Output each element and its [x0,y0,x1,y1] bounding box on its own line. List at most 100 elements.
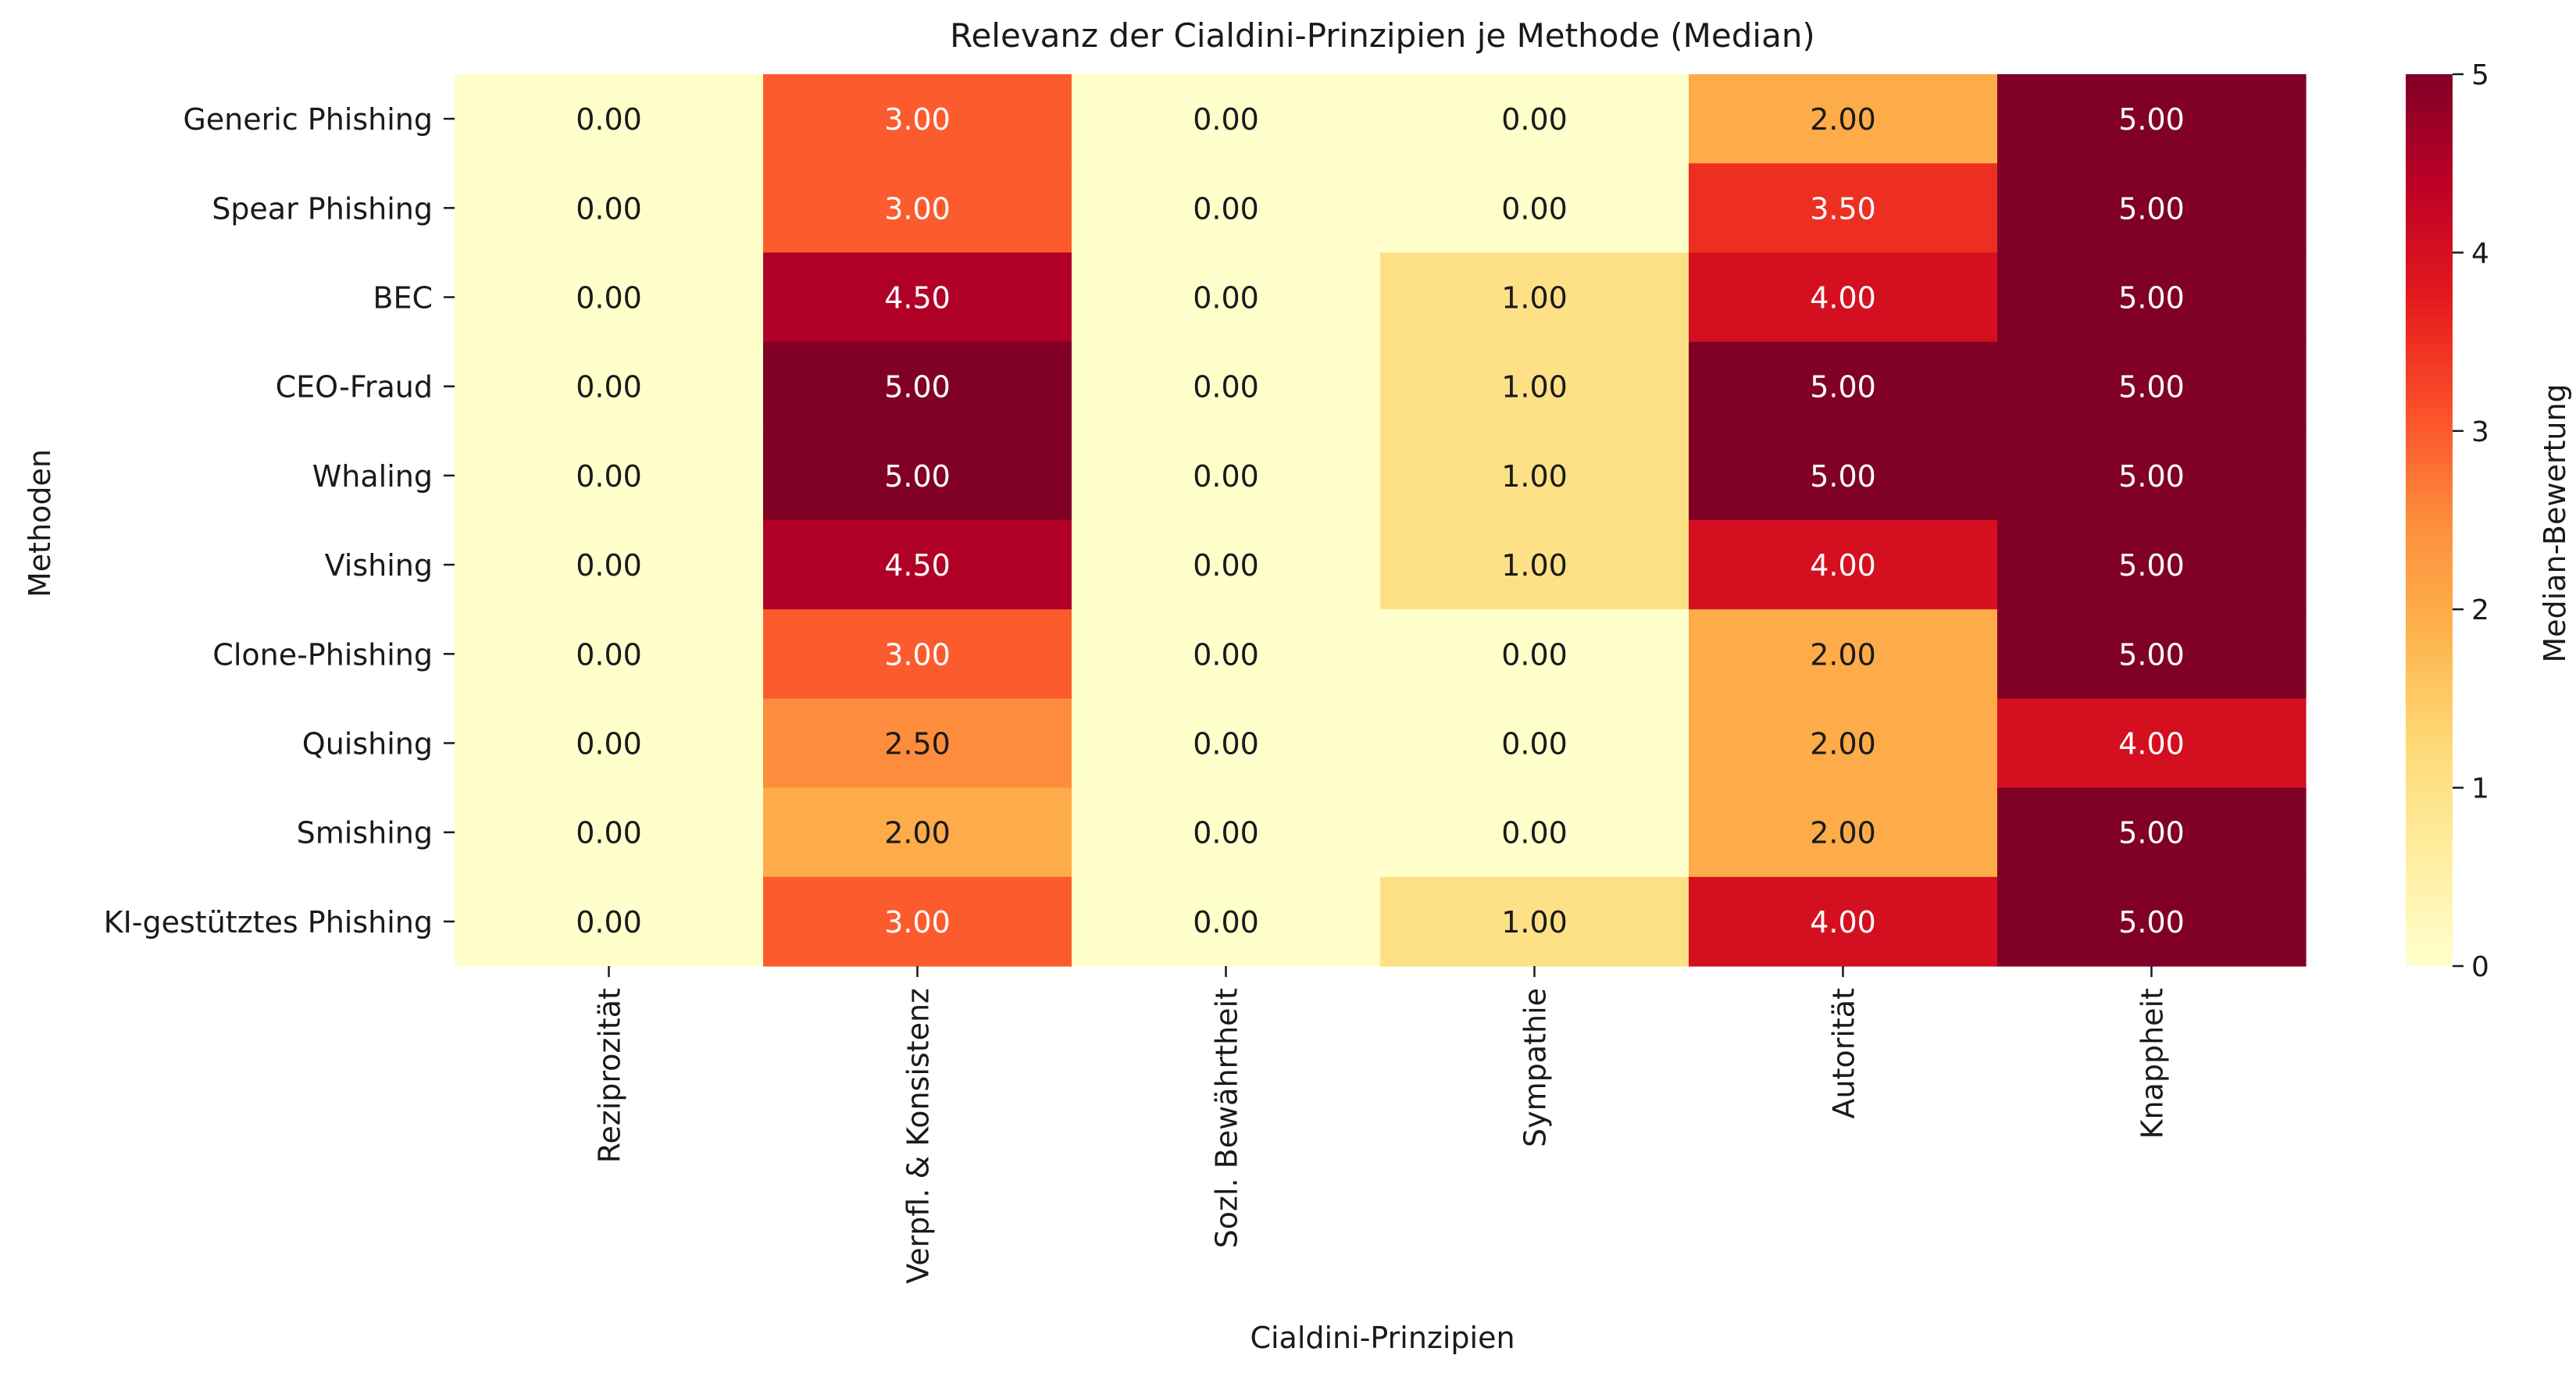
heatmap-cell [1380,698,1689,789]
heatmap-cell [455,341,764,432]
heatmap-cell [455,430,764,521]
heatmap-cell [1072,252,1381,343]
x-tick-label: Sozl. Bewährtheit [1210,988,1244,1248]
cell-value-label: 4.00 [1810,281,1876,316]
y-tick-label: Generic Phishing [183,102,433,137]
heatmap-cell [1997,520,2307,610]
heatmap-cell [1072,698,1381,789]
x-tick-label: Autorität [1827,988,1861,1119]
heatmap-cell [1072,787,1381,878]
cell-value-label: 0.00 [1193,191,1259,226]
x-tick-label: Verpfl. & Konsistenz [901,988,936,1284]
heatmap-cell [763,609,1072,699]
heatmap-cell [1380,787,1689,878]
cell-value-label: 5.00 [2118,370,2185,405]
cell-value-label: 5.00 [2118,637,2185,672]
cell-value-label: 0.00 [1193,102,1259,137]
y-tick-label: BEC [373,281,433,316]
x-axis-label: Cialdini-Prinzipien [1250,1321,1515,1355]
cell-value-label: 0.00 [1193,548,1259,583]
cell-value-label: 3.50 [1810,191,1876,226]
cell-value-label: 0.00 [1501,191,1568,226]
y-axis: Generic Phishing Spear Phishing BEC CEO-Fra… [104,102,455,940]
heatmap-cell [455,252,764,343]
heatmap-cell [1997,252,2307,343]
heatmap-cell [1072,74,1381,164]
heatmap-cell [1072,430,1381,521]
colorbar-gradient [2406,74,2453,966]
cell-value-label: 5.00 [2118,102,2185,137]
cell-value-label: 5.00 [2118,816,2185,850]
cell-value-label: 5.00 [884,370,951,405]
heatmap-cell [1997,430,2307,521]
heatmap-cell [763,520,1072,610]
colorbar-tick-label: 4 [2471,237,2489,269]
heatmap-cell [1072,520,1381,610]
heatmap-cells: 0.00 3.00 0.00 0.00 2.00 5.00 0.00 3.00 0.00 0.00… [455,74,2307,967]
cell-value-label: 0.00 [1193,281,1259,316]
cell-value-label: 3.00 [884,191,951,226]
cell-value-label: 0.00 [1193,637,1259,672]
x-tick-label: Reziprozität [593,988,627,1163]
y-tick-label: KI-gestütztes Phishing [104,905,433,940]
cell-value-label: 0.00 [576,370,642,405]
heatmap-cell [763,787,1072,878]
cell-value-label: 5.00 [1810,370,1876,405]
colorbar-tick-label: 2 [2471,594,2489,626]
heatmap-cell [1689,876,1998,967]
heatmap-cell [1997,609,2307,699]
heatmap-cell [763,252,1072,343]
cell-value-label: 0.00 [1193,905,1259,940]
cell-value-label: 1.00 [1501,370,1568,405]
colorbar-tick-label: 1 [2471,773,2489,805]
heatmap-cell [455,609,764,699]
heatmap-cell [1689,163,1998,253]
cell-value-label: 1.00 [1501,459,1568,494]
cell-value-label: 2.00 [1810,102,1876,137]
colorbar-tick-label: 3 [2471,416,2489,448]
cell-value-label: 3.00 [884,637,951,672]
y-tick-label: Clone-Phishing [212,637,433,672]
heatmap-cell [455,698,764,789]
y-tick-label: CEO-Fraud [276,370,433,405]
cell-value-label: 0.00 [576,816,642,850]
cell-value-label: 3.00 [884,905,951,940]
cell-value-label: 3.00 [884,102,951,137]
heatmap-cell [1689,787,1998,878]
cell-value-label: 0.00 [1501,102,1568,137]
cell-value-label: 5.00 [2118,459,2185,494]
heatmap-cell [1689,609,1998,699]
cell-value-label: 5.00 [884,459,951,494]
cell-value-label: 0.00 [1193,370,1259,405]
cell-value-label: 4.00 [2118,727,2185,761]
x-tick-label: Sympathie [1518,988,1553,1147]
heatmap-cell [1689,520,1998,610]
cell-value-label: 0.00 [1501,727,1568,761]
cell-value-label: 0.00 [576,727,642,761]
x-tick-label: Knappheit [2135,988,2170,1139]
heatmap-cell [1997,74,2307,164]
cell-value-label: 0.00 [576,637,642,672]
colorbar: 0 1 2 3 4 5 [2406,59,2489,983]
heatmap-cell [1997,698,2307,789]
heatmap-cell [763,341,1072,432]
heatmap-cell [455,876,764,967]
heatmap-cell [763,876,1072,967]
cell-value-label: 4.50 [884,281,951,316]
y-tick-label: Spear Phishing [212,191,433,226]
cell-value-label: 4.00 [1810,548,1876,583]
y-axis-label: Methoden [23,449,57,597]
heatmap-cell [1997,163,2307,253]
cell-value-label: 2.00 [1810,637,1876,672]
y-tick-label: Vishing [325,548,433,583]
y-tick-label: Smishing [297,816,433,850]
x-axis: Reziprozität Verpfl. & Konsistenz Sozl. Be… [593,966,2170,1284]
heatmap-cell [1689,698,1998,789]
cell-value-label: 0.00 [576,102,642,137]
y-tick-label: Quishing [302,727,433,761]
cell-value-label: 0.00 [576,191,642,226]
cell-value-label: 2.00 [884,816,951,850]
cell-value-label: 0.00 [1501,637,1568,672]
heatmap-cell [1072,609,1381,699]
